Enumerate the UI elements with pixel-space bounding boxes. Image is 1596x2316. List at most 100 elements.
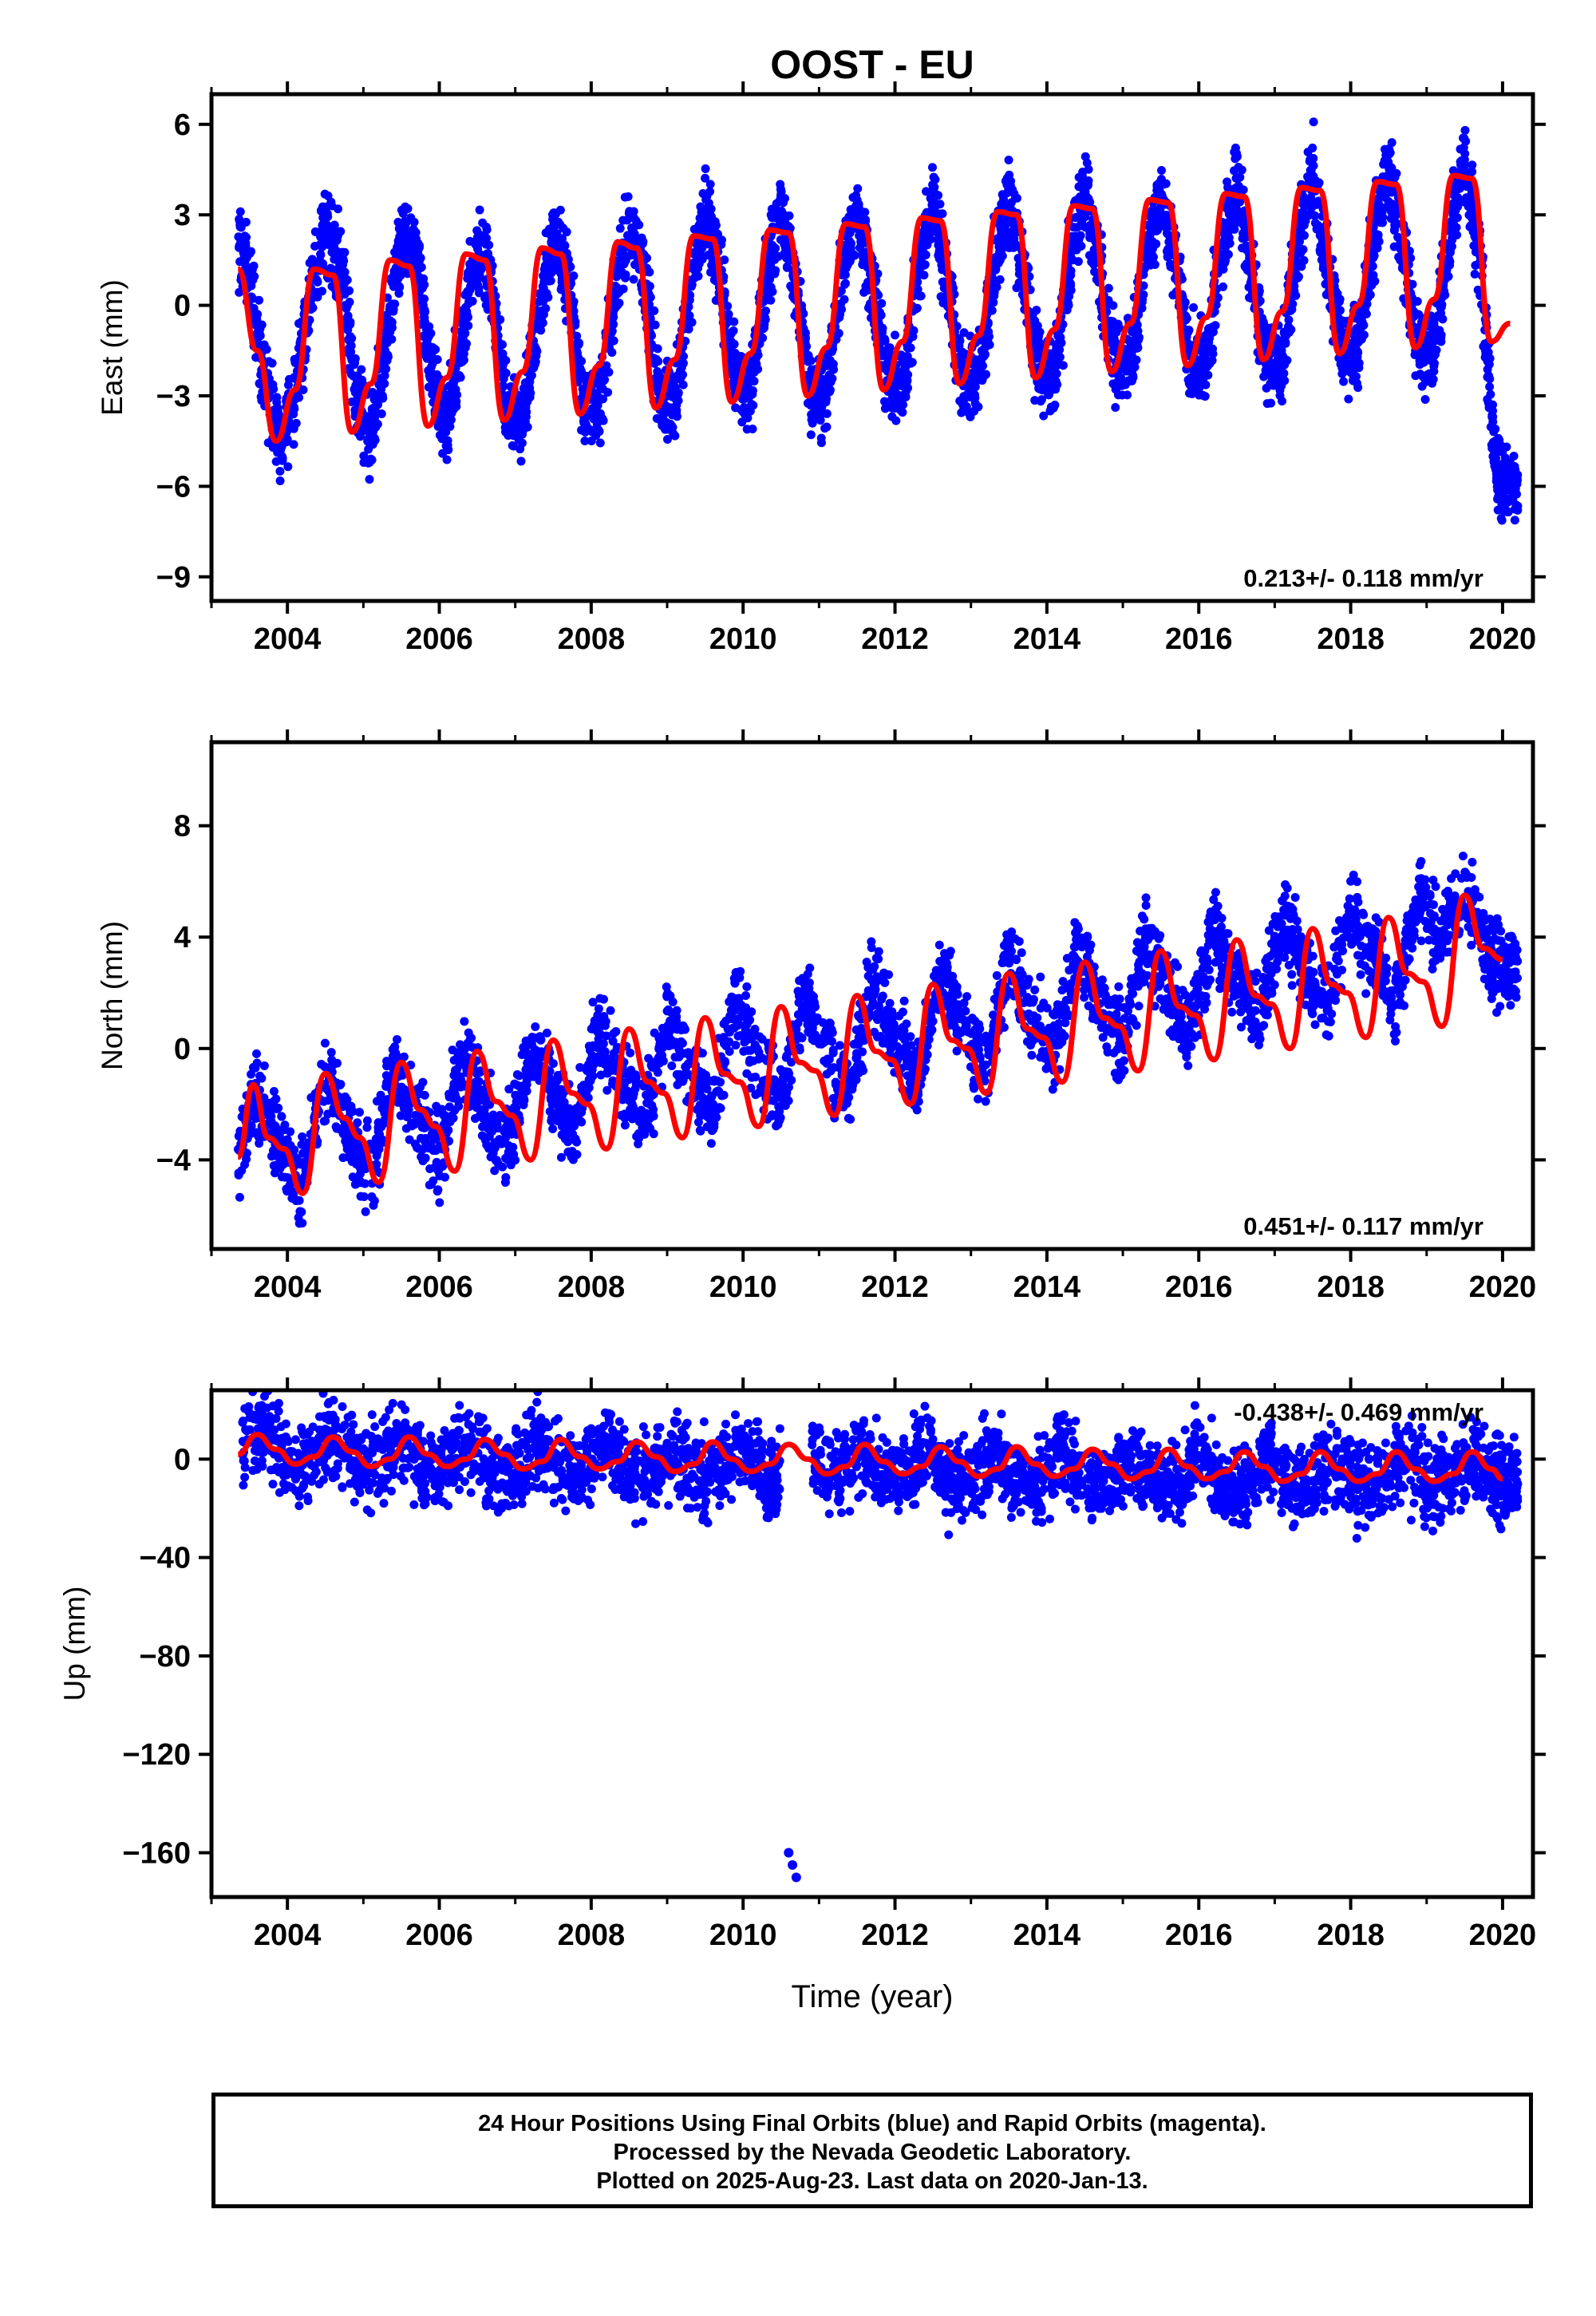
east-data-point <box>1239 233 1249 243</box>
east-data-point <box>678 380 688 389</box>
east-data-point <box>331 235 341 245</box>
east-data-point <box>580 427 590 437</box>
east-data-point <box>514 435 523 445</box>
east-data-point <box>824 371 834 381</box>
east-data-point <box>368 437 377 446</box>
east-data-point <box>1234 163 1243 172</box>
east-data-point <box>1486 389 1495 399</box>
east-data-point <box>1485 382 1495 392</box>
east-data-point <box>595 380 605 389</box>
east-data-point <box>765 275 775 284</box>
east-data-point <box>481 300 491 310</box>
east-data-point <box>595 410 605 420</box>
east-data-point <box>1127 376 1136 385</box>
east-data-point <box>1423 370 1432 380</box>
east-data-point <box>413 247 423 257</box>
east-data-point <box>611 287 621 296</box>
east-data-point <box>861 215 871 224</box>
east-data-point <box>1461 136 1471 146</box>
east-data-point <box>915 291 924 301</box>
east-data-point <box>697 243 707 253</box>
east-data-point <box>1315 231 1325 240</box>
east-data-point <box>1005 181 1015 191</box>
east-data-point <box>661 417 670 427</box>
east-data-point <box>1369 251 1379 260</box>
east-data-point <box>551 228 561 238</box>
east-data-point <box>406 213 416 223</box>
east-data-point <box>549 219 559 228</box>
east-data-point <box>1377 218 1387 227</box>
east-data-point <box>1148 252 1158 262</box>
east-data-point <box>482 233 492 243</box>
east-data-point <box>1227 197 1236 207</box>
east-data-point <box>323 191 333 200</box>
east-data-point <box>903 343 912 353</box>
east-data-point <box>1308 161 1317 171</box>
east-data-point <box>839 294 849 304</box>
east-data-point <box>323 212 333 222</box>
east-data-point <box>662 434 672 444</box>
east-data-point <box>615 223 625 233</box>
east-data-point <box>1211 321 1220 330</box>
east-data-point <box>672 405 681 415</box>
east-data-point <box>1123 390 1132 400</box>
east-data-point <box>242 232 251 242</box>
east-data-point <box>1460 155 1469 164</box>
east-data-point <box>313 292 322 302</box>
east-data-point <box>307 255 317 264</box>
east-data-point <box>649 342 658 352</box>
east-data-point <box>382 338 392 347</box>
east-data-point <box>1066 279 1076 288</box>
east-data-point <box>990 287 999 297</box>
east-data-point <box>854 200 863 209</box>
east-data-point <box>1225 225 1235 235</box>
east-data-point <box>365 475 374 484</box>
east-data-point <box>508 441 517 450</box>
east-data-point <box>1111 403 1120 413</box>
east-data-point <box>806 430 816 440</box>
east-data-point <box>1156 165 1166 175</box>
east-data-point <box>465 259 475 269</box>
east-data-point <box>1201 380 1211 389</box>
east-data-point <box>1039 411 1049 421</box>
east-data-point <box>760 315 770 325</box>
east-data-point <box>916 259 926 268</box>
east-data-point <box>1009 243 1018 252</box>
east-data-point <box>753 365 763 374</box>
east-data-point <box>255 324 265 334</box>
east-data-point <box>766 210 776 219</box>
east-data-point <box>1468 160 1477 170</box>
east-data-point <box>1069 245 1078 255</box>
east-data-point <box>934 240 943 250</box>
east-data-point <box>1073 257 1083 267</box>
east-data-point <box>1192 385 1202 395</box>
east-data-point <box>1223 177 1232 187</box>
east-data-point <box>891 416 901 425</box>
east-data-point <box>389 282 398 291</box>
east-data-point <box>327 223 337 232</box>
east-data-point <box>674 388 683 397</box>
east-data-point <box>1080 223 1090 232</box>
east-data-point <box>247 292 256 302</box>
east-data-point <box>610 304 619 314</box>
east-data-point <box>478 218 488 227</box>
east-data-point <box>959 392 969 401</box>
east-data-point <box>311 274 321 283</box>
east-data-point <box>1291 290 1301 300</box>
east-data-point <box>1373 231 1383 240</box>
east-data-point <box>1128 352 1137 362</box>
east-data-point <box>724 336 733 346</box>
east-data-point <box>1192 369 1202 378</box>
east-data-point <box>1436 330 1446 340</box>
east-data-point <box>1163 222 1172 231</box>
east-data-point <box>726 329 736 338</box>
east-data-point <box>358 375 367 385</box>
east-data-point <box>717 239 726 249</box>
east-data-point <box>414 241 424 251</box>
east-data-point <box>516 456 526 466</box>
east-data-point <box>909 326 918 335</box>
east-data-point <box>318 259 327 269</box>
east-data-point <box>450 395 460 405</box>
east-data-point <box>1377 208 1387 218</box>
